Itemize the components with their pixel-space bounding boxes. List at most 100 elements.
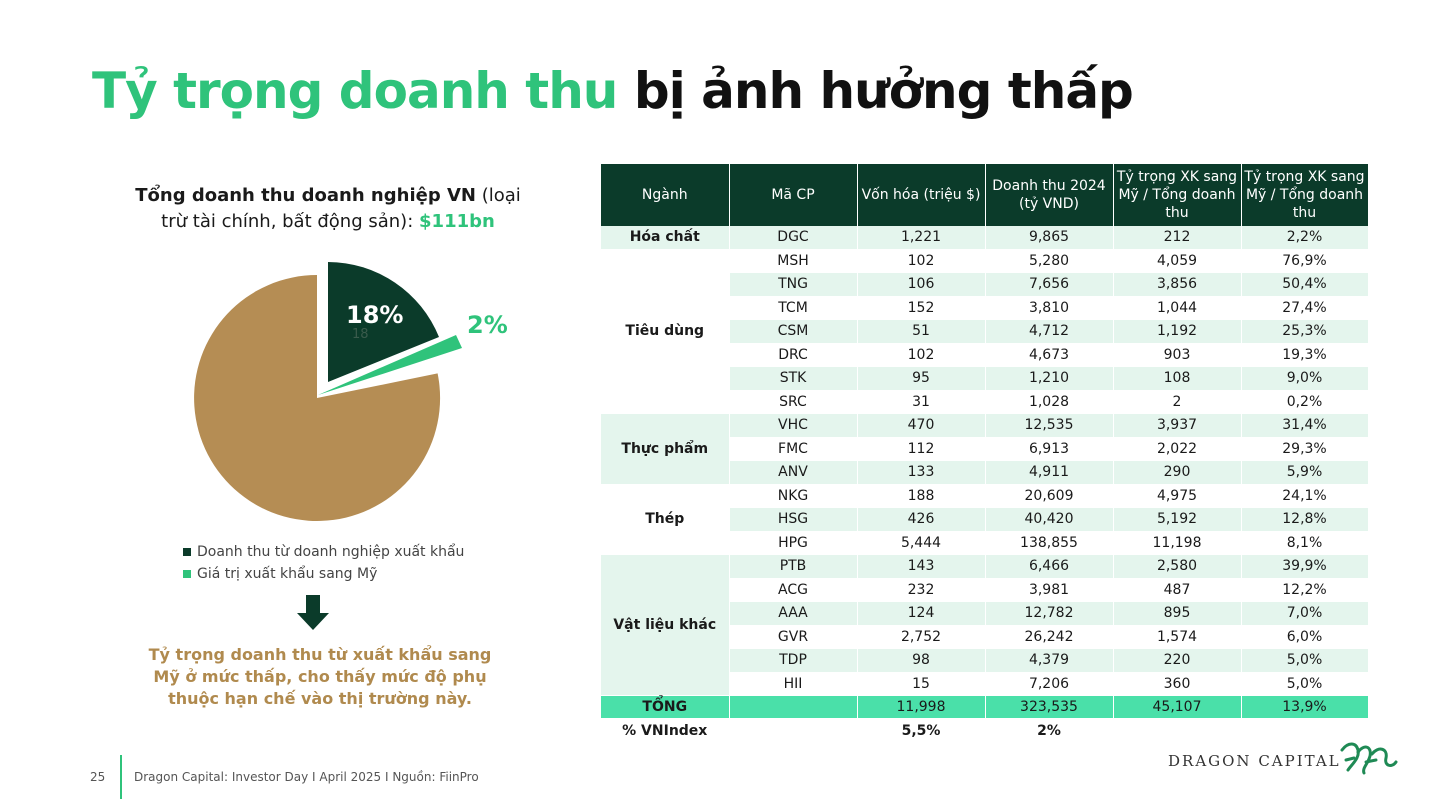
legend-swatch xyxy=(183,570,191,578)
cell: 212 xyxy=(1113,226,1242,250)
table-row: STK 95 1,210 108 9,0% xyxy=(601,366,1369,391)
cell: 1,221 xyxy=(857,226,986,250)
conclusion-note: Tỷ trọng doanh thu từ xuất khẩu sang Mỹ … xyxy=(148,645,492,708)
cell: HSG xyxy=(729,507,858,532)
header-us-share-b: Tỷ trọng XK sang Mỹ / Tổng doanh thu xyxy=(1241,164,1369,226)
pie-legend: Doanh thu từ doanh nghiệp xuất khẩu Giá … xyxy=(183,541,464,585)
cell: 45,107 xyxy=(1113,695,1242,719)
header-revenue: Doanh thu 2024 (tỷ VND) xyxy=(985,164,1114,226)
cell: 31 xyxy=(857,390,986,414)
cell: 39,9% xyxy=(1241,554,1369,579)
summary-normal: (loại trừ tài chính, bất động sản): xyxy=(161,185,521,232)
table-row: DRC 102 4,673 903 19,3% xyxy=(601,343,1369,367)
table-row: AAA 124 12,782 895 7,0% xyxy=(601,601,1369,626)
export-share-table: Ngành Mã CP Vốn hóa (triệu $) Doanh thu … xyxy=(601,164,1369,744)
header-market-cap: Vốn hóa (triệu $) xyxy=(857,164,986,226)
cell: 2% xyxy=(985,718,1114,744)
cell: 31,4% xyxy=(1241,413,1369,438)
legend-label: Giá trị xuất khẩu sang Mỹ xyxy=(197,566,378,582)
table-row: Vật liệu khác PTB 143 6,466 2,580 39,9% xyxy=(601,554,1369,696)
sector-consumer: Tiêu dùng xyxy=(601,249,730,414)
cell: DGC xyxy=(729,226,858,250)
cell: CSM xyxy=(729,319,858,344)
brand-name: DRAGON CAPITAL xyxy=(1168,752,1341,770)
cell: VHC xyxy=(729,413,858,438)
total-label: TỔNG xyxy=(601,695,730,719)
cell: 20,609 xyxy=(985,484,1114,508)
cell: ANV xyxy=(729,460,858,485)
cell: 5,5% xyxy=(857,718,986,744)
cell: 4,673 xyxy=(985,343,1114,367)
revenue-summary: Tổng doanh thu doanh nghiệp VN (loại trừ… xyxy=(128,183,528,235)
cell: 4,911 xyxy=(985,460,1114,485)
cell: 426 xyxy=(857,507,986,532)
cell: 188 xyxy=(857,484,986,508)
cell: SRC xyxy=(729,390,858,414)
cell: 5,9% xyxy=(1241,460,1369,485)
cell xyxy=(1113,718,1242,744)
cell: 11,198 xyxy=(1113,531,1242,555)
header-ticker: Mã CP xyxy=(729,164,858,226)
cell: 4,975 xyxy=(1113,484,1242,508)
table-row: HSG 426 40,420 5,192 12,8% xyxy=(601,507,1369,532)
title-highlight: Tỷ trọng doanh thu xyxy=(92,62,618,120)
cell xyxy=(729,695,858,719)
cell: 2,022 xyxy=(1113,437,1242,461)
cell: 26,242 xyxy=(985,625,1114,649)
cell: AAA xyxy=(729,601,858,626)
page-title: Tỷ trọng doanh thu bị ảnh hưởng thấp xyxy=(92,62,1134,120)
cell: 903 xyxy=(1113,343,1242,367)
legend-label: Doanh thu từ doanh nghiệp xuất khẩu xyxy=(197,544,465,560)
cell: 19,3% xyxy=(1241,343,1369,367)
cell: PTB xyxy=(729,554,858,579)
cell: 4,059 xyxy=(1113,249,1242,273)
cell: 50,4% xyxy=(1241,272,1369,297)
cell: 3,856 xyxy=(1113,272,1242,297)
cell: MSH xyxy=(729,249,858,273)
cell: STK xyxy=(729,366,858,391)
footer-divider xyxy=(120,755,122,799)
table-header-row: Ngành Mã CP Vốn hóa (triệu $) Doanh thu … xyxy=(601,164,1369,226)
cell: 2,580 xyxy=(1113,554,1242,579)
cell: GVR xyxy=(729,625,858,649)
cell: 102 xyxy=(857,249,986,273)
cell: 5,0% xyxy=(1241,672,1369,696)
cell: HPG xyxy=(729,531,858,555)
export-pct-ghost: 18 xyxy=(352,327,369,342)
dragon-logo-icon xyxy=(1340,742,1398,775)
cell: 6,913 xyxy=(985,437,1114,461)
cell: TNG xyxy=(729,272,858,297)
table-row: CSM 51 4,712 1,192 25,3% xyxy=(601,319,1369,344)
table-row: ANV 133 4,911 290 5,9% xyxy=(601,460,1369,485)
cell: NKG xyxy=(729,484,858,508)
cell: ACG xyxy=(729,578,858,602)
revenue-pie-chart: 18% 18 2% xyxy=(180,255,508,540)
vnindex-label: % VNIndex xyxy=(601,718,730,744)
cell: 12,8% xyxy=(1241,507,1369,532)
table-row: HPG 5,444 138,855 11,198 8,1% xyxy=(601,531,1369,555)
cell: 11,998 xyxy=(857,695,986,719)
cell: 290 xyxy=(1113,460,1242,485)
summary-bold: Tổng doanh thu doanh nghiệp VN xyxy=(135,185,476,206)
cell: 12,535 xyxy=(985,413,1114,438)
sector-steel: Thép xyxy=(601,484,730,555)
cell: 3,810 xyxy=(985,296,1114,320)
cell: 108 xyxy=(1113,366,1242,391)
cell: 220 xyxy=(1113,648,1242,673)
cell: 5,444 xyxy=(857,531,986,555)
cell: 1,192 xyxy=(1113,319,1242,344)
cell: 12,2% xyxy=(1241,578,1369,602)
cell: 7,656 xyxy=(985,272,1114,297)
cell: 138,855 xyxy=(985,531,1114,555)
cell: TDP xyxy=(729,648,858,673)
cell: 2,2% xyxy=(1241,226,1369,250)
cell: 3,981 xyxy=(985,578,1114,602)
cell: 1,210 xyxy=(985,366,1114,391)
page-number: 25 xyxy=(90,770,106,784)
cell: 1,574 xyxy=(1113,625,1242,649)
table-row: HII 15 7,206 360 5,0% xyxy=(601,672,1369,696)
cell: 15 xyxy=(857,672,986,696)
us-pct-label: 2% xyxy=(467,311,508,339)
table-row: Hóa chất DGC 1,221 9,865 212 2,2% xyxy=(601,226,1369,250)
sector-food: Thực phẩm xyxy=(601,413,730,485)
